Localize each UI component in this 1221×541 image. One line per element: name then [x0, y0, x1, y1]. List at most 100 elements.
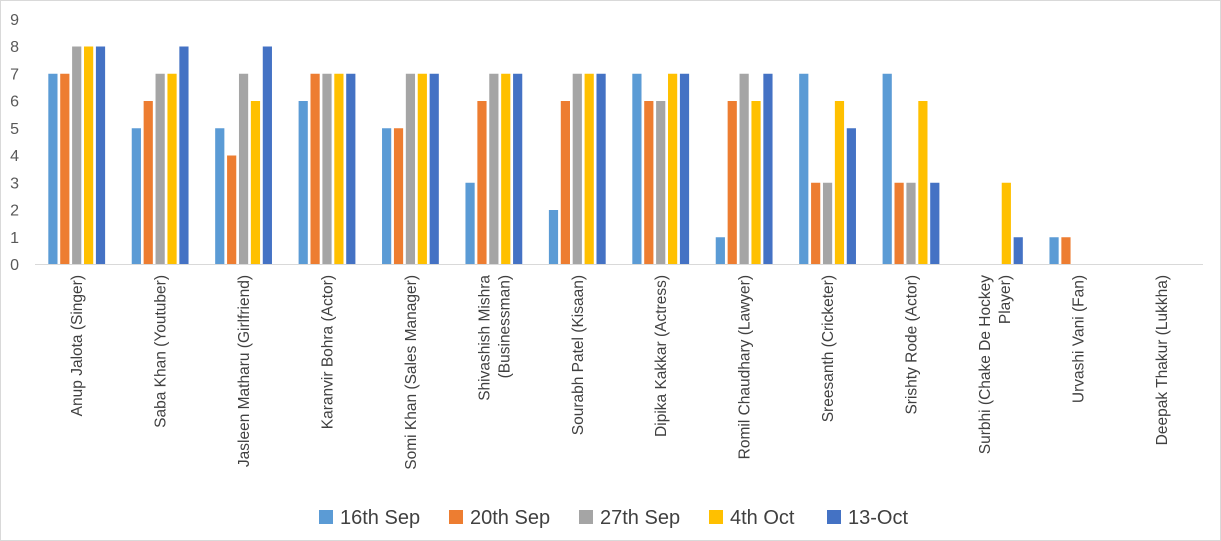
bar — [930, 182, 940, 265]
category-label: Karanvir Bohra (Actor) — [320, 275, 337, 429]
category-label: Dipika Kakkar (Actress) — [653, 275, 670, 437]
bar — [346, 73, 356, 265]
bar — [644, 101, 654, 265]
y-tick-label: 6 — [10, 94, 19, 111]
legend-label: 20th Sep — [470, 507, 550, 529]
bar — [668, 73, 678, 265]
bar — [632, 73, 642, 265]
bar — [310, 73, 320, 265]
legend-label: 16th Sep — [340, 507, 420, 529]
category-label-line: Srishty Rode (Actor) — [904, 275, 921, 415]
bar — [834, 101, 845, 265]
bar — [751, 101, 761, 265]
bar — [846, 128, 856, 265]
bars — [48, 46, 1071, 265]
legend: 16th Sep 20th Sep 27th Sep 4th Oct 13-Oct — [319, 507, 908, 529]
bar — [298, 101, 308, 265]
category-label-line: Player) — [997, 275, 1014, 324]
bar — [727, 101, 737, 265]
y-tick-label: 1 — [10, 230, 19, 247]
category-label: Shivashish Mishra (Businessman) — [476, 275, 513, 401]
bar — [429, 73, 439, 265]
legend-swatch — [827, 510, 841, 524]
bar — [262, 46, 272, 265]
bar — [382, 128, 392, 265]
category-label: Anup Jalota (Singer) — [69, 275, 86, 416]
category-label-line: Anup Jalota (Singer) — [69, 275, 86, 416]
bar — [167, 73, 177, 265]
legend-swatch — [709, 510, 723, 524]
category-label-line: Surbhi (Chake De Hockey — [977, 275, 994, 454]
bar — [417, 73, 427, 265]
category-label: Srishty Rode (Actor) — [904, 275, 921, 415]
category-label: Jasleen Matharu (Girlfriend) — [236, 275, 253, 467]
bar — [596, 73, 606, 265]
category-label: Surbhi (Chake De Hockey Player) — [977, 275, 1014, 454]
bar — [906, 182, 916, 265]
category-label-line: Sreesanth (Cricketer) — [820, 275, 837, 422]
category-label: Somi Khan (Sales Manager) — [403, 275, 420, 470]
bar — [548, 210, 559, 265]
bar — [72, 46, 82, 265]
bar — [739, 73, 749, 265]
category-label-line: Deepak Thakur (Lukkha) — [1154, 275, 1171, 445]
bar — [715, 237, 725, 265]
bar — [679, 73, 690, 265]
bar — [763, 73, 773, 265]
bar — [95, 46, 106, 265]
bar — [131, 128, 141, 265]
bar — [465, 182, 475, 265]
y-tick-label: 3 — [10, 175, 19, 192]
category-label: Sreesanth (Cricketer) — [820, 275, 837, 422]
category-label-line: Somi Khan (Sales Manager) — [403, 275, 420, 470]
bar — [822, 182, 833, 265]
category-label-line: Dipika Kakkar (Actress) — [653, 275, 670, 437]
category-label-line: Karanvir Bohra (Actor) — [320, 275, 337, 429]
y-tick-label: 8 — [10, 39, 19, 56]
category-label-line: Romil Chaudhary (Lawyer) — [737, 275, 754, 459]
category-label: Sourabh Patel (Kisaan) — [570, 275, 587, 435]
bar — [560, 101, 570, 265]
category-label: Romil Chaudhary (Lawyer) — [737, 275, 754, 459]
bar — [60, 73, 70, 265]
category-label: Deepak Thakur (Lukkha) — [1154, 275, 1171, 445]
legend-swatch — [449, 510, 463, 524]
legend-swatch — [579, 510, 593, 524]
bar — [572, 73, 582, 265]
category-label-line: Urvashi Vani (Fan) — [1070, 275, 1087, 403]
legend-label: 4th Oct — [730, 507, 795, 529]
bar — [155, 73, 165, 265]
category-label-line: (Businessman) — [496, 275, 513, 378]
bar — [84, 46, 94, 265]
bar — [918, 101, 928, 265]
bar — [584, 73, 594, 265]
y-tick-label: 4 — [10, 148, 19, 165]
bar — [238, 73, 249, 265]
bar — [322, 73, 332, 265]
bar — [799, 73, 809, 265]
bar — [489, 73, 499, 265]
category-labels: Anup Jalota (Singer) Saba Khan (Youtuber)… — [69, 275, 1171, 470]
category-label-line: Jasleen Matharu (Girlfriend) — [236, 275, 253, 467]
bar — [1013, 237, 1023, 265]
bar — [334, 73, 344, 265]
bar — [405, 73, 416, 265]
bar — [501, 73, 511, 265]
bar — [48, 73, 58, 265]
bar — [513, 73, 523, 265]
y-axis-ticks: 0 1 2 3 4 5 6 7 8 9 — [10, 12, 19, 274]
legend-label: 13-Oct — [848, 507, 908, 529]
bar — [882, 73, 892, 265]
bar — [477, 101, 487, 265]
y-tick-label: 5 — [10, 121, 19, 138]
category-label-line: Saba Khan (Youtuber) — [153, 275, 170, 428]
legend-swatch — [319, 510, 333, 524]
bar — [1061, 237, 1071, 265]
y-tick-label: 7 — [10, 66, 19, 83]
legend-label: 27th Sep — [600, 507, 680, 529]
category-label: Urvashi Vani (Fan) — [1070, 275, 1087, 403]
bar — [215, 128, 225, 265]
bar — [1001, 182, 1011, 265]
bar — [227, 155, 237, 265]
